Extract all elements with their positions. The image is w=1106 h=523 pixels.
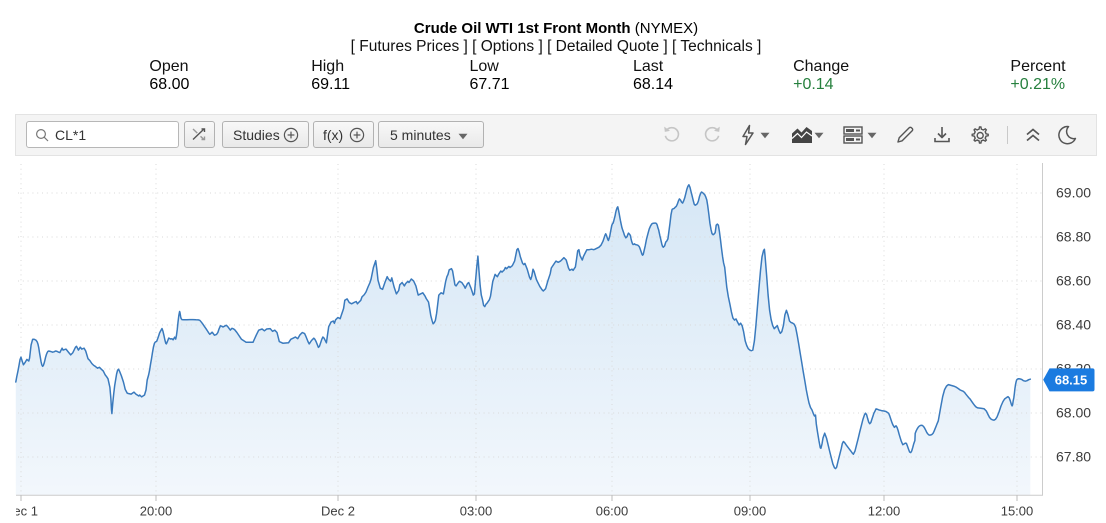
svg-text:15:00: 15:00 [1001,504,1034,519]
svg-text:06:00: 06:00 [596,504,629,519]
svg-text:68.60: 68.60 [1056,273,1091,289]
svg-text:68.00: 68.00 [1056,405,1091,421]
svg-text:Dec 1: Dec 1 [4,504,38,519]
svg-text:68.80: 68.80 [1056,229,1091,245]
svg-text:68.15: 68.15 [1055,373,1088,388]
svg-text:20:00: 20:00 [140,504,173,519]
svg-text:12:00: 12:00 [868,504,901,519]
svg-text:03:00: 03:00 [460,504,493,519]
svg-text:67.80: 67.80 [1056,449,1091,465]
svg-text:69.00: 69.00 [1056,185,1091,201]
svg-text:09:00: 09:00 [734,504,767,519]
svg-text:68.40: 68.40 [1056,317,1091,333]
svg-text:Dec 2: Dec 2 [321,504,355,519]
